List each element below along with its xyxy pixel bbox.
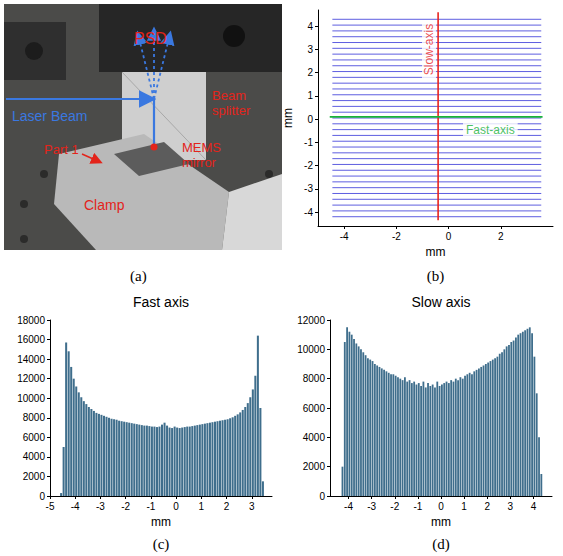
svg-text:8000: 8000 bbox=[303, 373, 326, 384]
svg-text:-4: -4 bbox=[340, 231, 349, 242]
svg-text:10000: 10000 bbox=[17, 393, 45, 404]
svg-text:-2: -2 bbox=[304, 160, 313, 171]
svg-text:mm: mm bbox=[431, 515, 451, 529]
svg-text:mm: mm bbox=[426, 245, 446, 259]
svg-text:-1: -1 bbox=[304, 137, 313, 148]
svg-text:1: 1 bbox=[307, 90, 313, 101]
svg-text:Fast-axis: Fast-axis bbox=[466, 123, 515, 137]
svg-text:mm: mm bbox=[281, 108, 295, 128]
svg-text:-2: -2 bbox=[121, 501, 130, 512]
svg-text:4: 4 bbox=[307, 21, 313, 32]
svg-text:-5: -5 bbox=[46, 501, 55, 512]
svg-text:-3: -3 bbox=[367, 501, 376, 512]
svg-text:6000: 6000 bbox=[303, 403, 326, 414]
svg-text:Clamp: Clamp bbox=[84, 197, 125, 213]
svg-text:0: 0 bbox=[438, 501, 444, 512]
svg-text:4000: 4000 bbox=[303, 432, 326, 443]
svg-text:2: 2 bbox=[307, 67, 313, 78]
svg-text:18000: 18000 bbox=[17, 315, 45, 326]
svg-text:12000: 12000 bbox=[297, 315, 325, 326]
svg-text:3: 3 bbox=[508, 501, 514, 512]
svg-text:(c): (c) bbox=[153, 536, 170, 553]
svg-text:1: 1 bbox=[199, 501, 205, 512]
svg-text:Laser Beam: Laser Beam bbox=[12, 108, 87, 124]
svg-text:mm: mm bbox=[151, 515, 171, 529]
svg-text:3: 3 bbox=[307, 44, 313, 55]
svg-text:MEMSmirror: MEMSmirror bbox=[182, 140, 221, 170]
svg-text:2: 2 bbox=[484, 501, 490, 512]
svg-text:2000: 2000 bbox=[303, 461, 326, 472]
svg-text:-4: -4 bbox=[344, 501, 353, 512]
svg-text:-3: -3 bbox=[96, 501, 105, 512]
svg-text:4000: 4000 bbox=[23, 451, 46, 462]
svg-text:0: 0 bbox=[319, 491, 325, 502]
svg-text:14000: 14000 bbox=[17, 354, 45, 365]
svg-text:Fast axis: Fast axis bbox=[133, 294, 189, 310]
svg-text:16000: 16000 bbox=[17, 334, 45, 345]
svg-text:0: 0 bbox=[173, 501, 179, 512]
svg-text:3: 3 bbox=[249, 501, 255, 512]
svg-text:2: 2 bbox=[498, 231, 504, 242]
svg-text:2000: 2000 bbox=[23, 471, 46, 482]
svg-text:Part 1: Part 1 bbox=[44, 142, 79, 157]
svg-text:-4: -4 bbox=[304, 207, 313, 218]
svg-text:-2: -2 bbox=[392, 231, 401, 242]
svg-text:(b): (b) bbox=[427, 268, 445, 285]
svg-text:12000: 12000 bbox=[17, 373, 45, 384]
svg-text:1: 1 bbox=[461, 501, 467, 512]
svg-text:-3: -3 bbox=[304, 183, 313, 194]
svg-text:0: 0 bbox=[446, 231, 452, 242]
svg-text:-1: -1 bbox=[413, 501, 422, 512]
svg-text:10000: 10000 bbox=[297, 344, 325, 355]
svg-text:0: 0 bbox=[307, 114, 313, 125]
svg-text:8000: 8000 bbox=[23, 412, 46, 423]
svg-text:-1: -1 bbox=[146, 501, 155, 512]
svg-text:Beamsplitter: Beamsplitter bbox=[212, 88, 251, 118]
svg-text:4: 4 bbox=[531, 501, 537, 512]
svg-text:Slow-axis: Slow-axis bbox=[422, 24, 436, 75]
svg-text:(a): (a) bbox=[130, 268, 147, 285]
svg-text:0: 0 bbox=[39, 491, 45, 502]
svg-text:2: 2 bbox=[224, 501, 230, 512]
svg-text:-4: -4 bbox=[71, 501, 80, 512]
svg-text:Slow axis: Slow axis bbox=[411, 294, 470, 310]
svg-text:(d): (d) bbox=[432, 536, 450, 553]
svg-text:6000: 6000 bbox=[23, 432, 46, 443]
svg-text:PSD: PSD bbox=[134, 30, 167, 47]
svg-text:-2: -2 bbox=[390, 501, 399, 512]
